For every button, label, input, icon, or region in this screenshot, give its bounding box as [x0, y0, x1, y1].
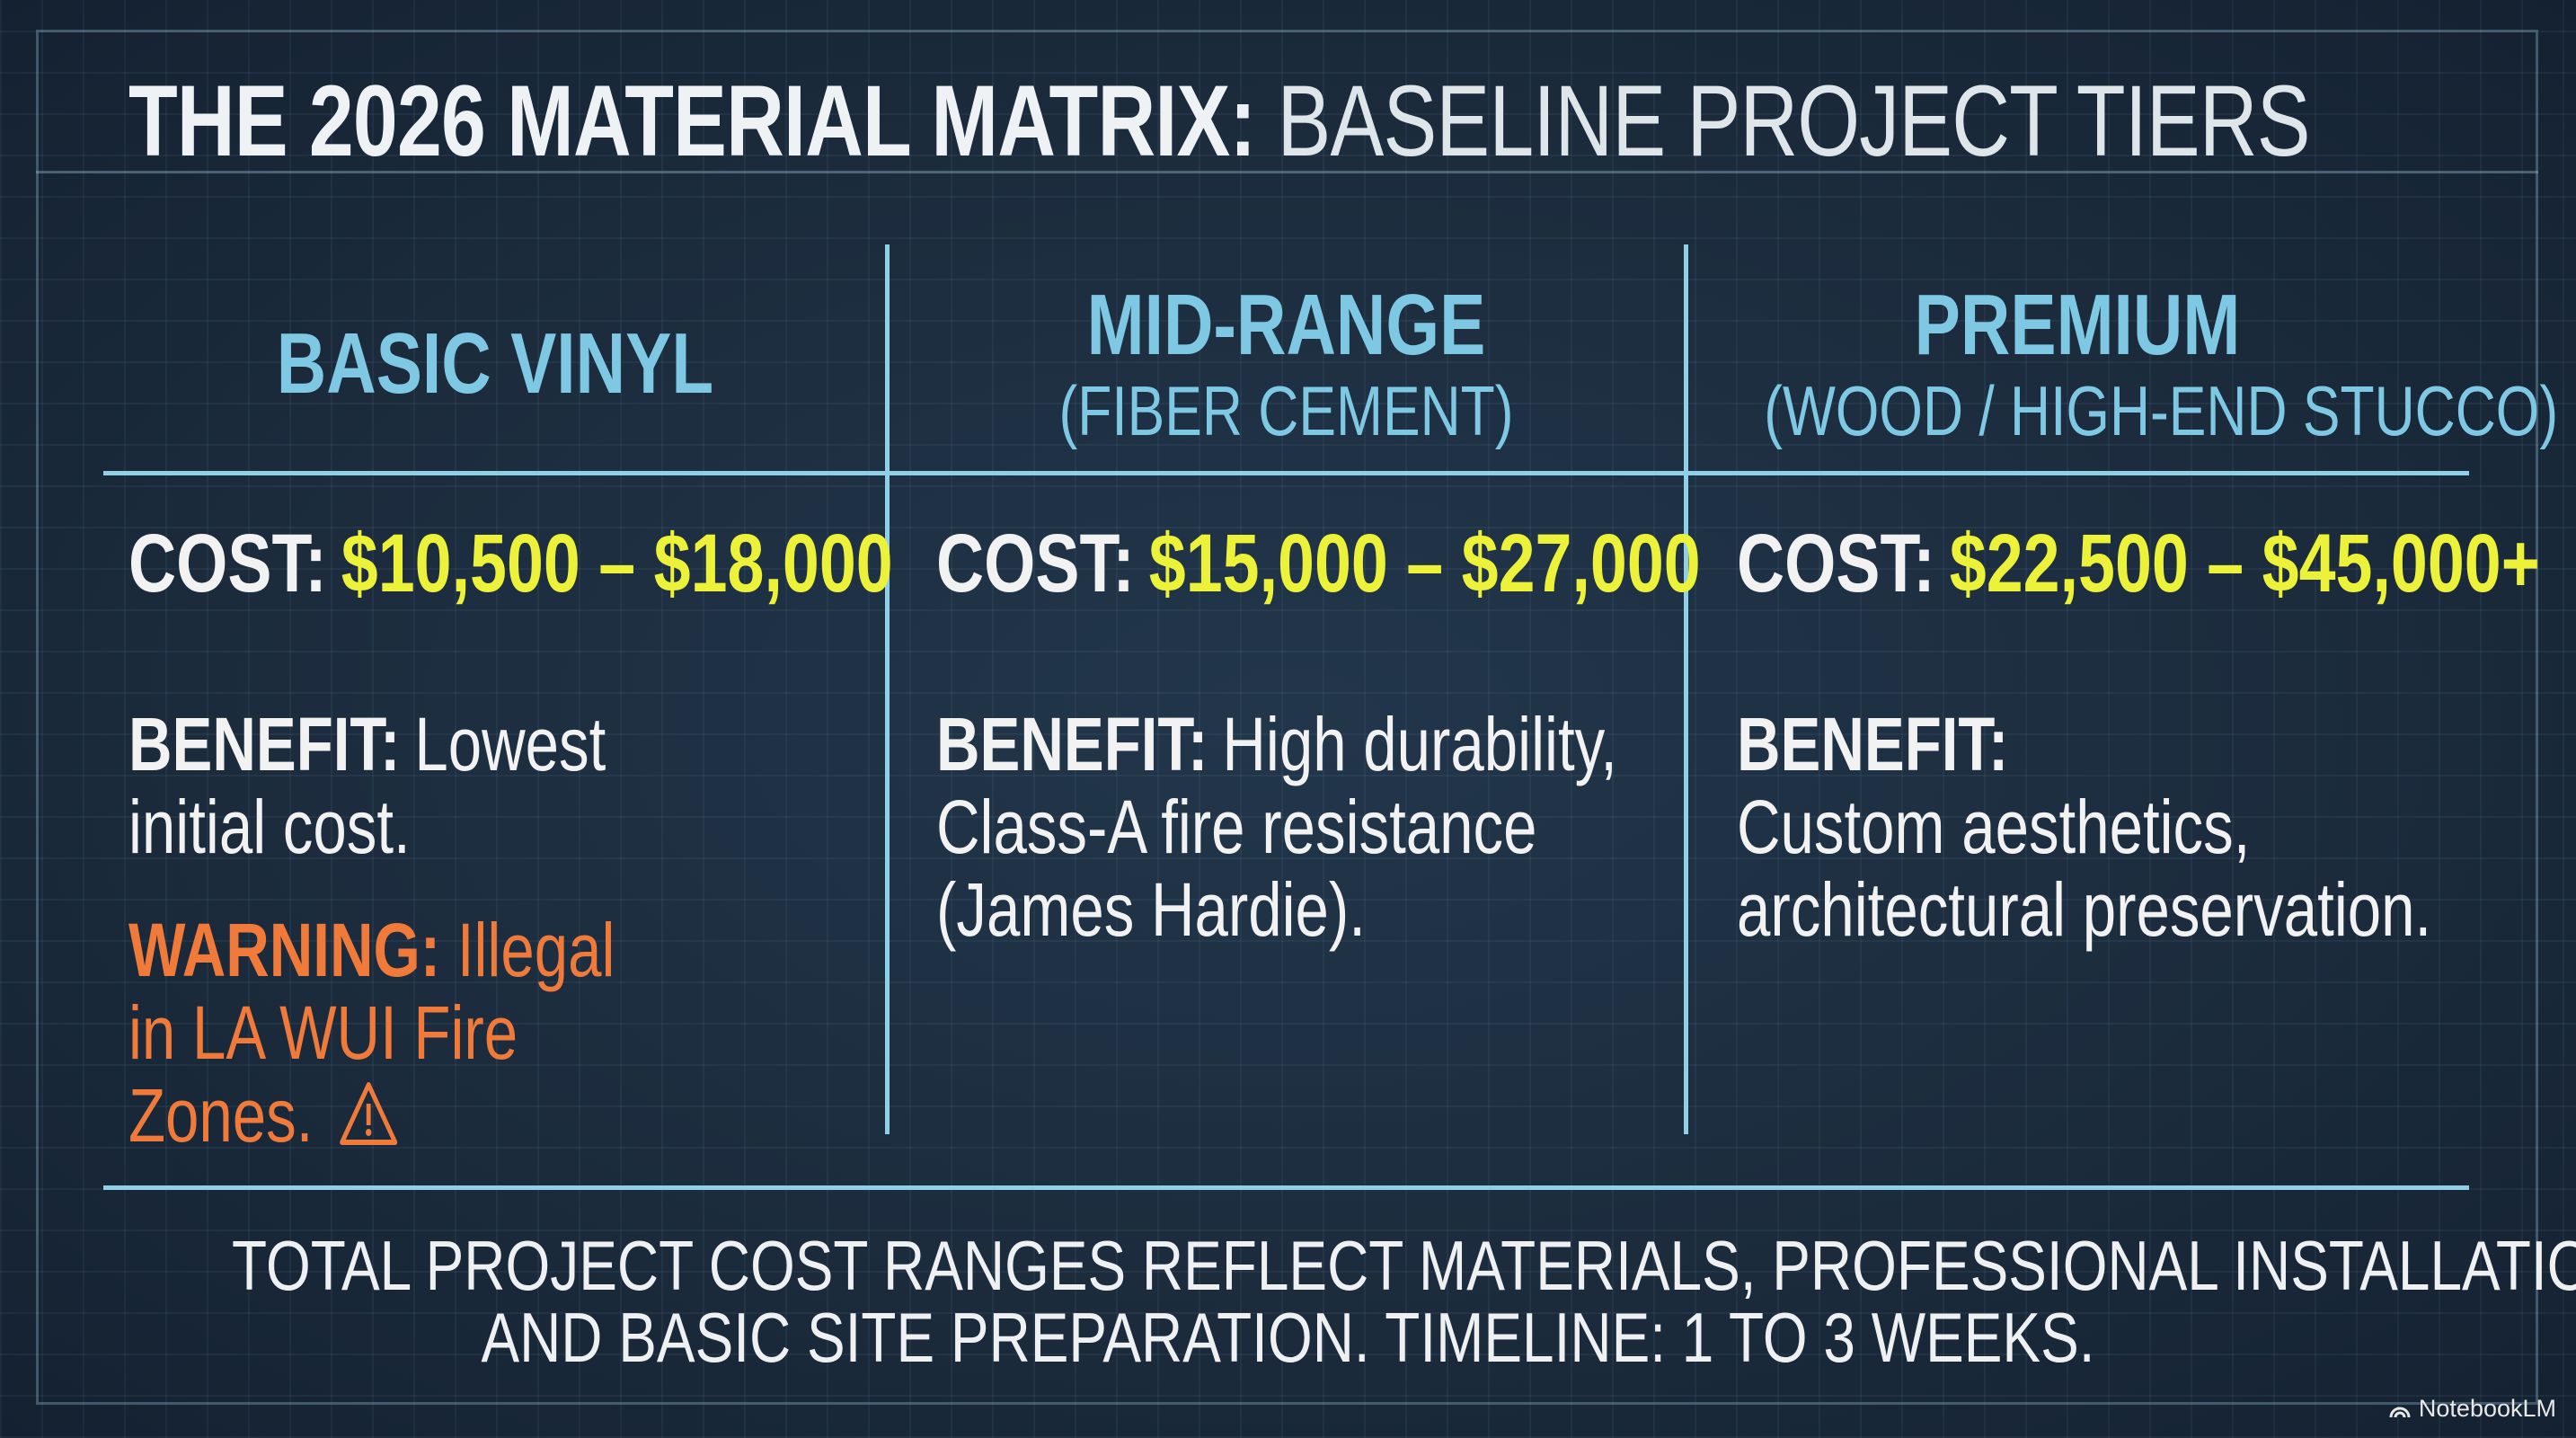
column-divider [885, 244, 890, 1134]
benefit-label: BENEFIT: [128, 702, 401, 786]
column-body: COST: $15,000 – $27,000 BENEFIT: High dura… [936, 514, 1701, 951]
subheading: (FIBER CEMENT) [1058, 371, 1514, 450]
title: THE 2026 MATERIAL MATRIX: BASELINE PROJE… [128, 63, 2311, 179]
column-heading: BASIC VINYL [181, 319, 809, 409]
footer-divider [103, 1185, 2469, 1190]
benefit-text: Custom aesthetics, architectural preserv… [1737, 785, 2432, 952]
cost-value: $15,000 – $27,000 [1148, 518, 1701, 609]
watermark-text: NotebookLM [2418, 1395, 2556, 1422]
column-heading: MID-RANGE (FIBER CEMENT) [967, 280, 1606, 451]
title-divider [36, 171, 2538, 173]
warning-label: WARNING: [128, 908, 441, 992]
warning: WARNING: Illegal in LA WUI Fire Zones. [128, 909, 646, 1157]
title-bold: THE 2026 MATERIAL MATRIX: [128, 65, 1256, 177]
warning-icon [340, 1082, 398, 1145]
footer-line: AND BASIC SITE PREPARATION. TIMELINE: 1 … [481, 1298, 2095, 1377]
cost-value: $10,500 – $18,000 [341, 518, 893, 609]
column-divider [1684, 244, 1688, 1134]
header-underline [103, 471, 2469, 475]
column-body: COST: $22,500 – $45,000+ BENEFIT: Custom a… [1737, 514, 2540, 951]
cost-label: COST: [128, 518, 327, 609]
benefit: BENEFIT: High durability, Class-A fire re… [936, 703, 1641, 951]
column-heading: PREMIUM (WOOD / HIGH-END STUCCO) [1764, 277, 2559, 451]
cost-value: $22,500 – $45,000+ [1949, 518, 2540, 609]
frame [36, 30, 2538, 1405]
heading: BASIC VINYL [276, 315, 714, 412]
cost-row: COST: $10,500 – $18,000 [128, 514, 893, 613]
footer: TOTAL PROJECT COST RANGES REFLECT MATERI… [0, 1229, 2576, 1373]
cost-row: COST: $15,000 – $27,000 [936, 514, 1701, 613]
watermark: NotebookLM [2388, 1395, 2556, 1423]
heading: MID-RANGE [1086, 277, 1486, 373]
title-regular: BASELINE PROJECT TIERS [1277, 65, 2311, 177]
benefit-label: BENEFIT: [936, 702, 1208, 786]
benefit: BENEFIT: Custom aesthetics, architectural… [1737, 703, 2484, 951]
column-body: COST: $10,500 – $18,000 BENEFIT: Lowest in… [128, 514, 893, 1157]
heading: PREMIUM [1914, 277, 2241, 373]
cost-row: COST: $22,500 – $45,000+ [1737, 514, 2540, 613]
benefit-text: Lowest initial cost. [128, 702, 606, 869]
subheading: (WOOD / HIGH-END STUCCO) [1764, 371, 2559, 450]
benefit: BENEFIT: Lowest initial cost. [128, 702, 606, 868]
cost-label: COST: [936, 518, 1135, 609]
benefit-text: High durability, Class-A fire resistance… [936, 702, 1617, 952]
warning-text: Illegal in LA WUI Fire Zones. [128, 908, 615, 1158]
footer-line: TOTAL PROJECT COST RANGES REFLECT MATERI… [232, 1226, 2576, 1305]
benefit-label: BENEFIT: [1737, 702, 2009, 786]
watermark-icon [2389, 1407, 2411, 1418]
cost-label: COST: [1737, 518, 1935, 609]
